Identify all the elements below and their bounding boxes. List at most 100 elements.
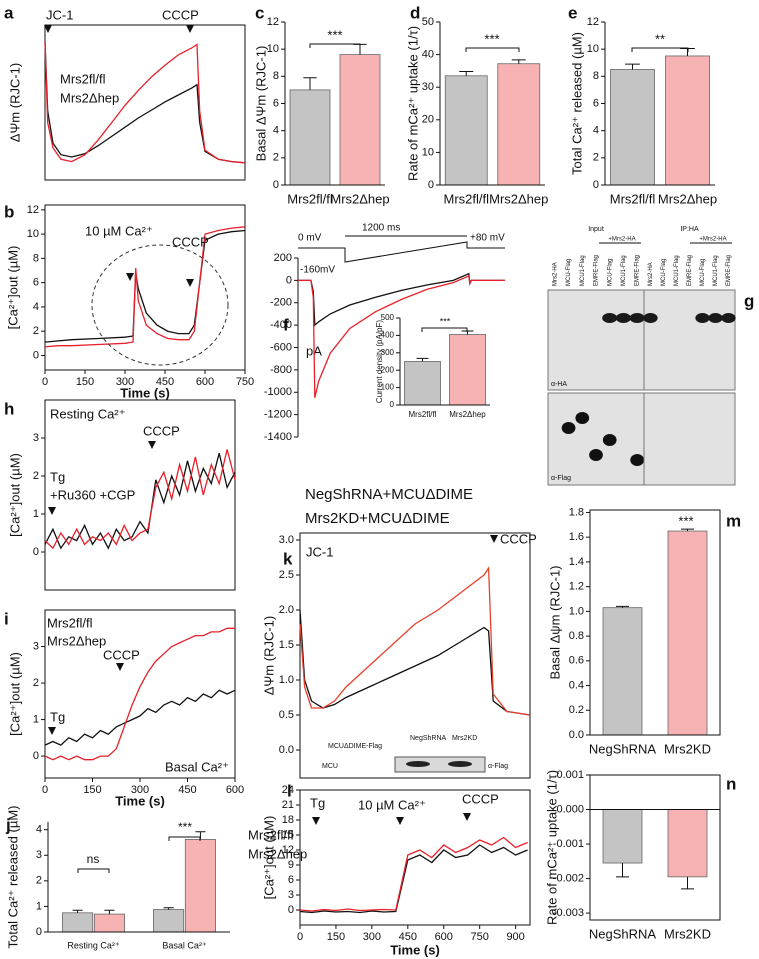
blot-band (643, 313, 658, 323)
y-tick-label: 2 (273, 152, 279, 164)
panel-label: a (4, 3, 14, 22)
y-tick-label: 400 (381, 331, 395, 340)
bar (404, 361, 441, 406)
blot-band (615, 313, 631, 323)
trace (44, 449, 236, 550)
y-tick-label: 0 (288, 904, 294, 916)
blot-lane: MCU-Flag (700, 259, 706, 286)
y-tick-label: 2 (36, 875, 42, 887)
y-tick-label: -1000 (264, 386, 292, 398)
y-tick-label: 0 (593, 179, 599, 191)
x-tick-label: 750 (471, 931, 489, 943)
panel-label: f (283, 315, 289, 334)
significance-bracket (168, 836, 201, 841)
legend-entry: Mrs2Δhep (47, 633, 106, 648)
annotation: CCCP (143, 423, 180, 438)
y-tick-label: 4 (273, 125, 279, 137)
category-label: NegShRNA (589, 926, 657, 941)
y-axis-title: ΔΨm (RJC-1) (7, 63, 22, 142)
legend-entry: NegShRNA+MCUΔDIME (305, 486, 473, 503)
y-tick-label: 0.5 (279, 709, 294, 721)
y-axis-title: [Ca²⁺]out (µM) (261, 816, 276, 900)
y-axis-title: [Ca²⁺]out (µM) (7, 652, 22, 736)
voltage-protocol (298, 241, 505, 263)
arrow-marker (48, 727, 56, 735)
y-tick-label: 0 (286, 274, 292, 286)
plot-frame (589, 774, 721, 921)
x-tick-label: 300 (116, 376, 134, 388)
y-tick-label: 4 (36, 824, 42, 836)
x-tick-label: 450 (156, 376, 174, 388)
blot-lane: MCU-Flag (566, 259, 572, 286)
y-tick-label: 10 (587, 43, 599, 55)
arrow-marker (148, 441, 156, 449)
blot-membrane (547, 392, 645, 486)
y-axis-title: Basal Δψm (RJC-1) (547, 565, 562, 679)
plot-frame (299, 789, 531, 926)
trace (299, 565, 531, 716)
legend-entry: Mrs2fl/fl (47, 615, 93, 630)
x-tick-label: 600 (196, 376, 214, 388)
plot-frame (299, 532, 531, 779)
y-tick-label: 1.2 (569, 581, 584, 593)
y-tick-label: 2 (33, 470, 39, 482)
y-axis-title: Total Ca²⁺ released (µM) (5, 806, 20, 949)
blot-lane: MCU-Flag (661, 259, 667, 286)
blot-band (629, 313, 645, 323)
y-tick-label: 0 (273, 179, 279, 191)
y-tick-label: 4 (33, 301, 39, 313)
panel-label: g (744, 291, 754, 310)
y-tick-label: 0 (33, 750, 39, 762)
panel-label: e (568, 3, 577, 22)
annotation: JC-1 (306, 544, 333, 559)
y-tick-label: 20 (422, 114, 434, 126)
category-label: Mrs2fl/fl (287, 191, 333, 206)
y-tick-label: 1.6 (569, 531, 584, 543)
y-axis-title: Current density (pA/pF) (375, 320, 384, 403)
panel-label: k (283, 549, 293, 568)
y-tick-label: 1 (36, 900, 42, 912)
blot-antibody: α-Flag (551, 475, 571, 482)
x-tick-label: 150 (327, 931, 345, 943)
arrow-marker (312, 817, 320, 825)
blot-band (602, 434, 617, 446)
y-tick-label: 0.4 (569, 679, 584, 691)
y-tick-label: 0 (36, 926, 42, 938)
y-tick-label: 9 (288, 859, 294, 871)
legend-entry: Mrs2Δhep (248, 846, 307, 861)
annotation: +Ru360 +CGP (50, 487, 135, 502)
zoom-outline (91, 244, 229, 366)
arrow-marker (490, 535, 498, 543)
x-tick-label: 600 (226, 784, 244, 796)
category-label: Resting Ca²⁺ (67, 940, 120, 950)
y-tick-label: 40 (422, 49, 434, 61)
annotation: JC-1 (46, 7, 73, 22)
annotation: Resting Ca²⁺ (50, 406, 126, 421)
y-tick-label: 12 (27, 204, 39, 216)
arrow-marker (186, 25, 194, 33)
arrow-marker (396, 817, 404, 825)
error-bar (625, 63, 640, 70)
error-bar (616, 863, 629, 878)
y-tick-label: 2.0 (279, 604, 294, 616)
trace (299, 609, 531, 716)
annotation: CCCP (162, 7, 199, 22)
annotation: *** (327, 27, 342, 42)
y-axis-title: ΔΨm (RJC-1) (261, 616, 276, 695)
trace (299, 836, 528, 912)
error-bar (416, 357, 429, 362)
y-tick-label: 0.001 (556, 769, 584, 781)
blot-lane: EMRE-Flag (726, 255, 732, 286)
y-tick-label: 0 (428, 179, 434, 191)
category-label: Mrs2Δhep (658, 191, 717, 206)
blot-lane: MCU-Flag (607, 259, 613, 286)
plot-frame (44, 399, 236, 591)
annotation: NegShRNA (410, 735, 447, 742)
significance-bracket (631, 47, 689, 52)
y-axis-title: Total Ca²⁺ released (µM) (569, 32, 584, 175)
y-tick-label: 1.0 (569, 605, 584, 617)
blot-band (575, 412, 590, 424)
blot-band (721, 313, 736, 323)
trace (299, 844, 528, 914)
error-bar (511, 59, 526, 64)
